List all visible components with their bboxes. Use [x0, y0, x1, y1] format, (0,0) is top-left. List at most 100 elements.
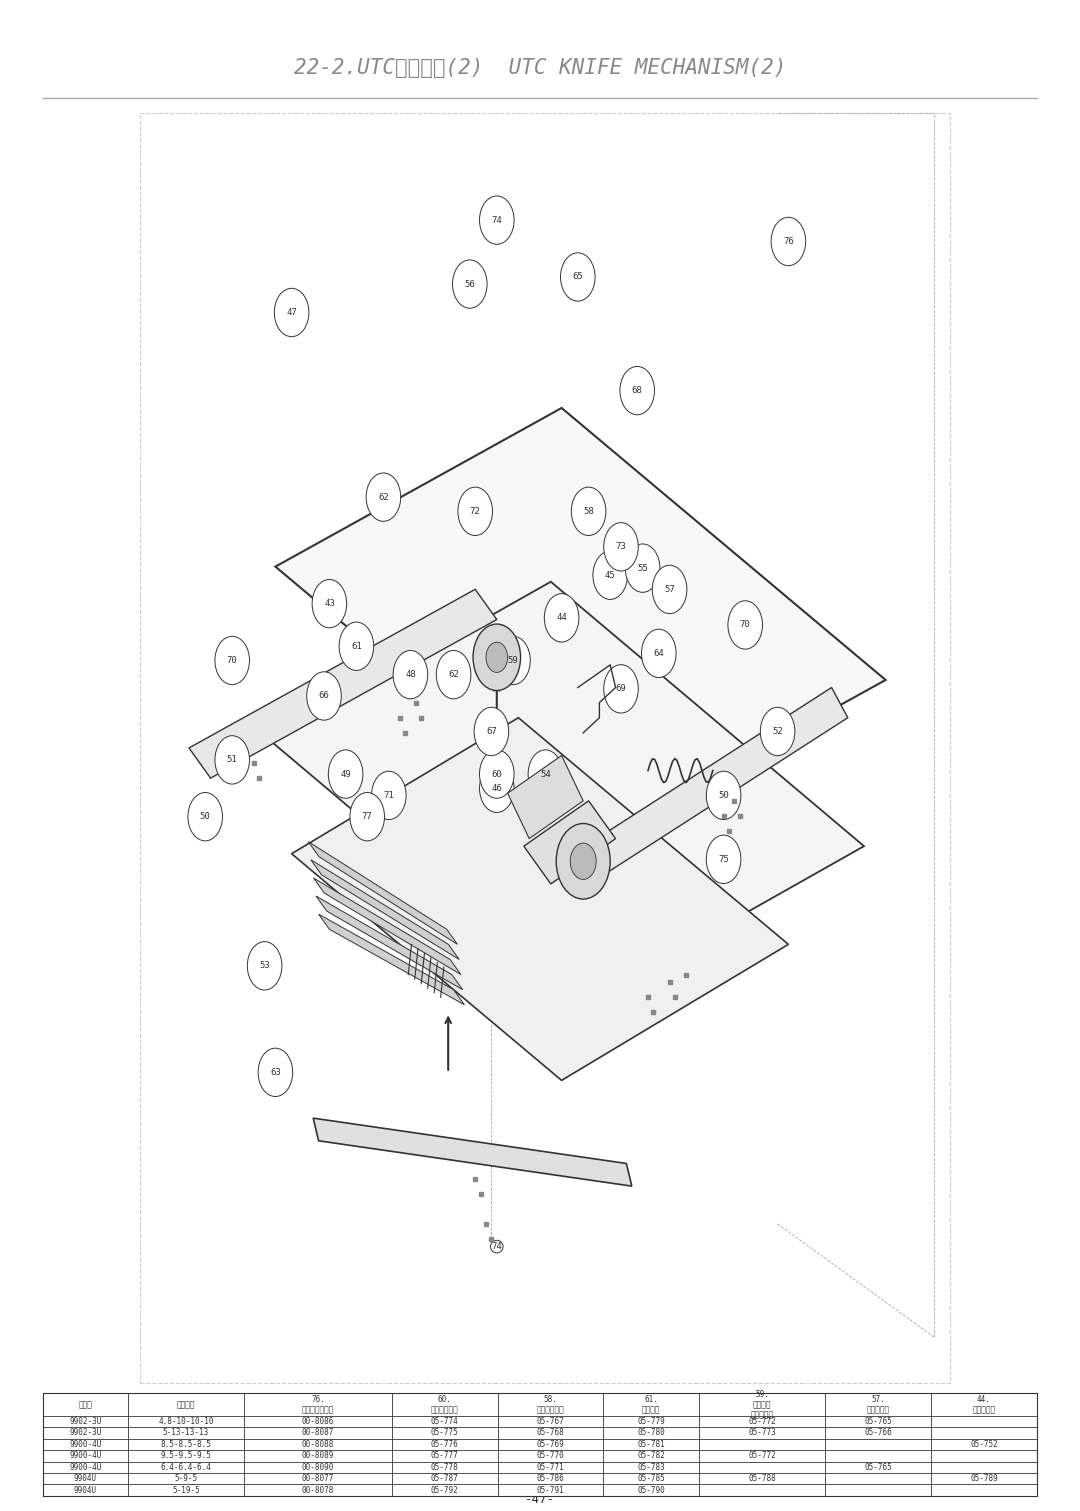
- Polygon shape: [524, 801, 616, 884]
- Circle shape: [760, 707, 795, 756]
- Text: 05-772: 05-772: [748, 1417, 775, 1426]
- Text: 5-9-5: 5-9-5: [174, 1475, 198, 1484]
- Circle shape: [453, 260, 487, 308]
- Circle shape: [706, 836, 741, 884]
- Text: 05-789: 05-789: [970, 1475, 998, 1484]
- Text: 05-768: 05-768: [537, 1428, 565, 1437]
- Circle shape: [771, 218, 806, 266]
- Text: 44: 44: [556, 613, 567, 623]
- Text: 05-770: 05-770: [537, 1452, 565, 1460]
- Circle shape: [328, 749, 363, 798]
- Text: 05-778: 05-778: [431, 1463, 459, 1472]
- Text: 05-781: 05-781: [637, 1440, 665, 1449]
- Text: 00-8087: 00-8087: [301, 1428, 334, 1437]
- Text: 66: 66: [319, 692, 329, 701]
- Text: 68: 68: [632, 387, 643, 394]
- Text: 59: 59: [508, 656, 518, 665]
- Circle shape: [728, 601, 762, 650]
- Circle shape: [274, 289, 309, 337]
- Text: 62: 62: [378, 493, 389, 502]
- Text: 05-780: 05-780: [637, 1428, 665, 1437]
- Text: 75: 75: [718, 855, 729, 864]
- Text: 9900-4U: 9900-4U: [69, 1452, 102, 1460]
- Text: 57: 57: [664, 585, 675, 594]
- Text: 05-772: 05-772: [748, 1452, 775, 1460]
- Polygon shape: [311, 860, 459, 959]
- Circle shape: [486, 642, 508, 672]
- Text: 50: 50: [718, 790, 729, 799]
- Text: 53: 53: [259, 961, 270, 970]
- Circle shape: [312, 579, 347, 629]
- Circle shape: [339, 623, 374, 671]
- Text: 48: 48: [405, 671, 416, 678]
- Text: 00-8089: 00-8089: [301, 1452, 334, 1460]
- Text: 00-8077: 00-8077: [301, 1475, 334, 1484]
- Text: 58: 58: [583, 506, 594, 515]
- Text: 76: 76: [783, 237, 794, 246]
- Text: 60.
固定メス土台: 60. 固定メス土台: [431, 1395, 459, 1414]
- Text: 05-791: 05-791: [537, 1485, 565, 1494]
- Text: 9900-4U: 9900-4U: [69, 1463, 102, 1472]
- Text: 67: 67: [486, 727, 497, 736]
- Text: 74: 74: [491, 216, 502, 225]
- Text: 56: 56: [464, 280, 475, 289]
- Text: 05-775: 05-775: [431, 1428, 459, 1437]
- Circle shape: [188, 792, 222, 840]
- Text: 63: 63: [270, 1068, 281, 1077]
- Circle shape: [215, 736, 249, 784]
- Text: 61.
固定メス: 61. 固定メス: [642, 1395, 660, 1414]
- Circle shape: [496, 636, 530, 684]
- Text: 05-792: 05-792: [431, 1485, 459, 1494]
- Circle shape: [458, 487, 492, 535]
- Circle shape: [366, 473, 401, 521]
- Text: 47: 47: [286, 308, 297, 317]
- Text: 49: 49: [340, 769, 351, 778]
- Text: 45: 45: [605, 571, 616, 580]
- Text: 50: 50: [200, 813, 211, 820]
- Bar: [43, 1393, 1037, 1496]
- Circle shape: [561, 252, 595, 301]
- Text: 70: 70: [227, 656, 238, 665]
- Text: 05-767: 05-767: [537, 1417, 565, 1426]
- Polygon shape: [308, 842, 458, 944]
- Text: 9.5-9.5-9.5: 9.5-9.5-9.5: [161, 1452, 212, 1460]
- Polygon shape: [189, 589, 497, 778]
- Text: 76.
糸切装置セット: 76. 糸切装置セット: [301, 1395, 334, 1414]
- Circle shape: [372, 771, 406, 819]
- Circle shape: [480, 196, 514, 245]
- Bar: [140, 113, 950, 1383]
- Circle shape: [652, 565, 687, 613]
- Text: 00-8090: 00-8090: [301, 1463, 334, 1472]
- Text: 4.8-10-10-10: 4.8-10-10-10: [158, 1417, 214, 1426]
- Text: 54: 54: [540, 769, 551, 778]
- Text: 9902-3U: 9902-3U: [69, 1428, 102, 1437]
- Polygon shape: [292, 718, 788, 1080]
- Text: 71: 71: [383, 790, 394, 799]
- Polygon shape: [270, 582, 864, 1005]
- Text: 05-777: 05-777: [431, 1452, 459, 1460]
- Circle shape: [706, 771, 741, 819]
- Text: 62: 62: [448, 671, 459, 678]
- Text: 05-776: 05-776: [431, 1440, 459, 1449]
- Text: 05-774: 05-774: [431, 1417, 459, 1426]
- Text: 70: 70: [740, 621, 751, 630]
- Text: 43: 43: [324, 600, 335, 607]
- Text: 05-788: 05-788: [748, 1475, 775, 1484]
- Text: 58.
可動メス土台: 58. 可動メス土台: [537, 1395, 565, 1414]
- Circle shape: [570, 843, 596, 879]
- Text: 72: 72: [470, 506, 481, 515]
- Text: 59.
可動メス
スライダー: 59. 可動メス スライダー: [751, 1390, 773, 1419]
- Circle shape: [480, 749, 514, 798]
- Text: 00-8088: 00-8088: [301, 1440, 334, 1449]
- Text: -47-: -47-: [525, 1493, 555, 1506]
- Text: 46: 46: [491, 784, 502, 793]
- Circle shape: [473, 624, 521, 691]
- Text: 60: 60: [491, 769, 502, 778]
- Text: 9900-4U: 9900-4U: [69, 1440, 102, 1449]
- Circle shape: [571, 487, 606, 535]
- Text: 65: 65: [572, 272, 583, 281]
- Circle shape: [436, 650, 471, 698]
- Circle shape: [556, 823, 610, 899]
- Text: 00-8078: 00-8078: [301, 1485, 334, 1494]
- Circle shape: [480, 765, 514, 813]
